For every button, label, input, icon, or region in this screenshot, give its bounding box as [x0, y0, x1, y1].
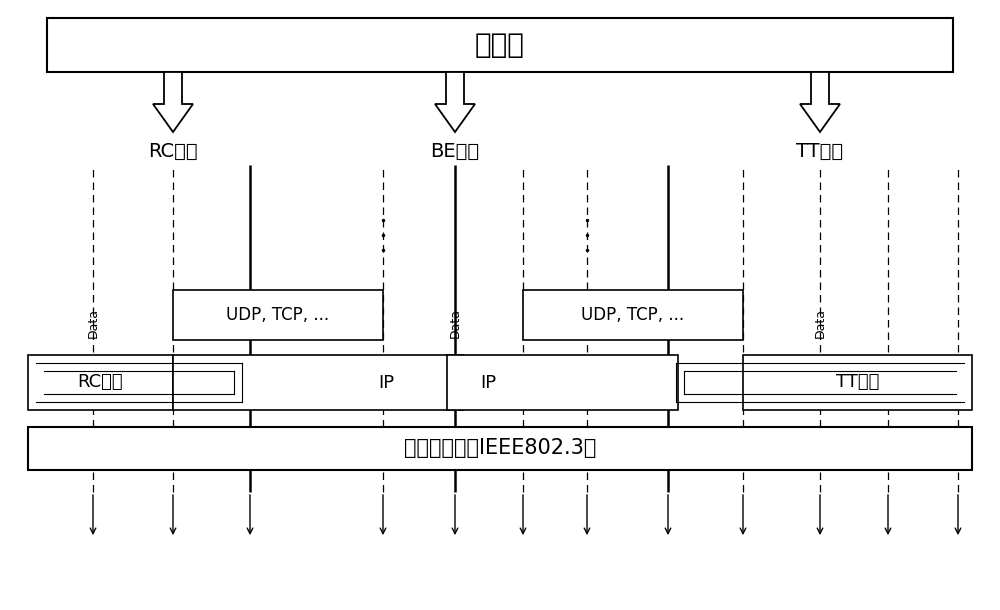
- Text: 标准以太网（IEEE802.3）: 标准以太网（IEEE802.3）: [404, 439, 596, 459]
- Bar: [28, 427, 972, 470]
- Bar: [173, 290, 383, 340]
- Text: TT服务: TT服务: [836, 373, 879, 392]
- Polygon shape: [800, 72, 840, 132]
- Text: UDP, TCP, ...: UDP, TCP, ...: [581, 306, 685, 324]
- Text: IP: IP: [378, 373, 395, 392]
- Text: TT流量: TT流量: [796, 142, 844, 161]
- Text: IP: IP: [480, 373, 497, 392]
- Text: Data: Data: [448, 307, 462, 337]
- Text: Data: Data: [87, 307, 100, 337]
- Text: RC流量: RC流量: [148, 142, 198, 161]
- Polygon shape: [435, 72, 475, 132]
- Bar: [173, 355, 463, 410]
- Text: UDP, TCP, ...: UDP, TCP, ...: [226, 306, 330, 324]
- Text: BE流量: BE流量: [430, 142, 480, 161]
- Bar: [523, 290, 743, 340]
- Bar: [743, 355, 972, 410]
- Bar: [447, 355, 678, 410]
- Text: Data: Data: [814, 307, 826, 337]
- Polygon shape: [153, 72, 193, 132]
- Text: 应用层: 应用层: [475, 31, 525, 59]
- Text: RC服务: RC服务: [78, 373, 123, 392]
- Bar: [47, 18, 953, 72]
- Bar: [28, 355, 173, 410]
